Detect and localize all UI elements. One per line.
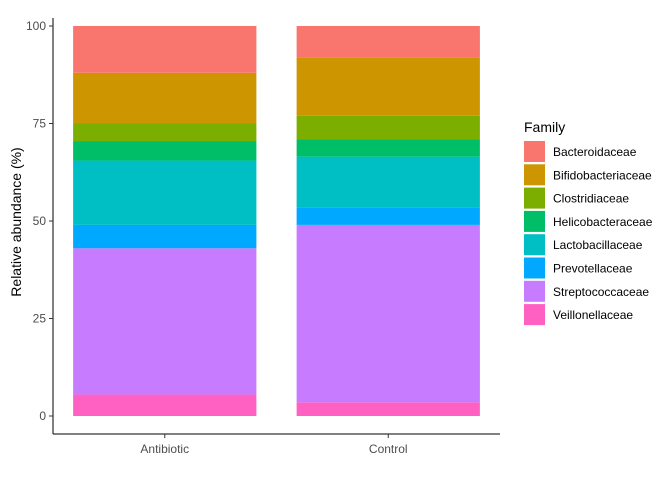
legend-swatch-bacteroidaceae (524, 141, 545, 162)
bar-segment-antibiotic-streptococcaceae (73, 248, 257, 395)
y-tick-label: 25 (33, 312, 47, 326)
y-tick-label: 75 (33, 117, 47, 131)
bar-segment-control-bacteroidaceae (296, 26, 480, 58)
legend-label-veillonellaceae: Veillonellaceae (553, 308, 633, 322)
bar-segment-antibiotic-veillonellaceae (73, 394, 257, 416)
legend-label-bacteroidaceae: Bacteroidaceae (553, 145, 637, 159)
legend-label-helicobacteraceae: Helicobacteraceae (553, 215, 653, 229)
bar-segment-control-helicobacteraceae (296, 139, 480, 157)
legend-swatch-lactobacillaceae (524, 234, 545, 256)
legend-swatch-veillonellaceae (524, 304, 545, 326)
bar-segment-control-lactobacillaceae (296, 156, 480, 208)
bar-segment-antibiotic-helicobacteraceae (73, 141, 257, 161)
bar-segment-control-streptococcaceae (296, 224, 480, 403)
axes-layer: 0 25 50 75 100 Antibiotic Control Relative ab… (8, 18, 500, 456)
legend-label-prevotellaceae: Prevotellaceae (553, 262, 633, 276)
bar-segment-control-veillonellaceae (296, 402, 480, 416)
bars-layer (73, 26, 480, 416)
y-tick-label: 50 (33, 214, 47, 228)
legend-label-clostridiaceae: Clostridiaceae (553, 192, 629, 206)
y-tick-label: 100 (26, 19, 46, 33)
bar-segment-antibiotic-clostridiaceae (73, 123, 257, 142)
bar-segment-antibiotic-lactobacillaceae (73, 160, 257, 225)
bar-segment-antibiotic-bacteroidaceae (73, 26, 257, 73)
y-ticks: 0 25 50 75 100 (26, 19, 53, 423)
bar-segment-control-prevotellaceae (296, 207, 480, 225)
y-axis-title: Relative abundance (%) (8, 147, 24, 296)
legend-title: Family (524, 119, 565, 135)
bar-segment-control-bifidobacteriaceae (296, 57, 480, 116)
legend-swatch-helicobacteraceae (524, 210, 545, 232)
bar-segment-control-clostridiaceae (296, 115, 480, 140)
x-ticks: Antibiotic Control (140, 434, 408, 456)
bar-segment-antibiotic-prevotellaceae (73, 224, 257, 249)
x-tick-label-antibiotic: Antibiotic (140, 442, 189, 456)
legend-items: Bacteroidaceae Bifidobacteriaceae Clostrid… (524, 141, 653, 326)
legend-swatch-prevotellaceae (524, 257, 545, 279)
legend-swatch-clostridiaceae (524, 187, 545, 209)
legend-label-lactobacillaceae: Lactobacillaceae (553, 238, 643, 252)
legend-label-bifidobacteriaceae: Bifidobacteriaceae (553, 168, 652, 182)
legend: Family Bacteroidaceae Bifidobacteriaceae C… (524, 119, 653, 326)
bar-segment-antibiotic-bifidobacteriaceae (73, 72, 257, 124)
legend-swatch-streptococcaceae (524, 280, 545, 302)
x-tick-label-control: Control (369, 442, 408, 456)
y-tick-label: 0 (39, 409, 46, 423)
legend-label-streptococcaceae: Streptococcaceae (553, 285, 649, 299)
legend-swatch-bifidobacteriaceae (524, 164, 545, 186)
